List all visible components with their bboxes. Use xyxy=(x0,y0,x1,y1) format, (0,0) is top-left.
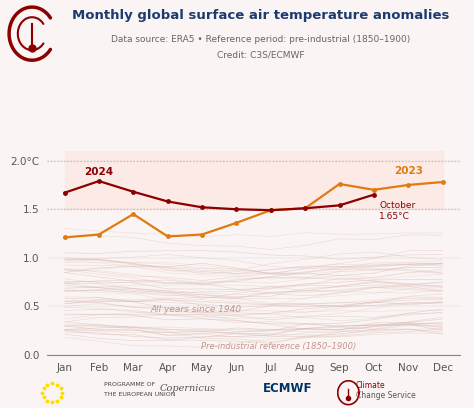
Text: Pre-industrial reference (1850–1900): Pre-industrial reference (1850–1900) xyxy=(201,342,356,351)
Text: Copernicus: Copernicus xyxy=(159,384,215,393)
Text: Credit: C3S/ECMWF: Credit: C3S/ECMWF xyxy=(217,51,304,60)
Text: Monthly global surface air temperature anomalies: Monthly global surface air temperature a… xyxy=(72,9,449,22)
Text: 2023: 2023 xyxy=(394,166,423,176)
Text: Climate: Climate xyxy=(356,381,385,390)
Text: PROGRAMME OF: PROGRAMME OF xyxy=(104,381,155,386)
Text: Data source: ERA5 • Reference period: pre-industrial (1850–1900): Data source: ERA5 • Reference period: pr… xyxy=(111,35,410,44)
Text: THE EUROPEAN UNION: THE EUROPEAN UNION xyxy=(104,392,176,397)
Text: ECMWF: ECMWF xyxy=(263,381,312,395)
Text: Change Service: Change Service xyxy=(356,391,415,400)
Text: All years since 1940: All years since 1940 xyxy=(151,305,242,314)
Text: October
1.65°C: October 1.65°C xyxy=(379,200,415,221)
Text: 2024: 2024 xyxy=(84,167,113,177)
